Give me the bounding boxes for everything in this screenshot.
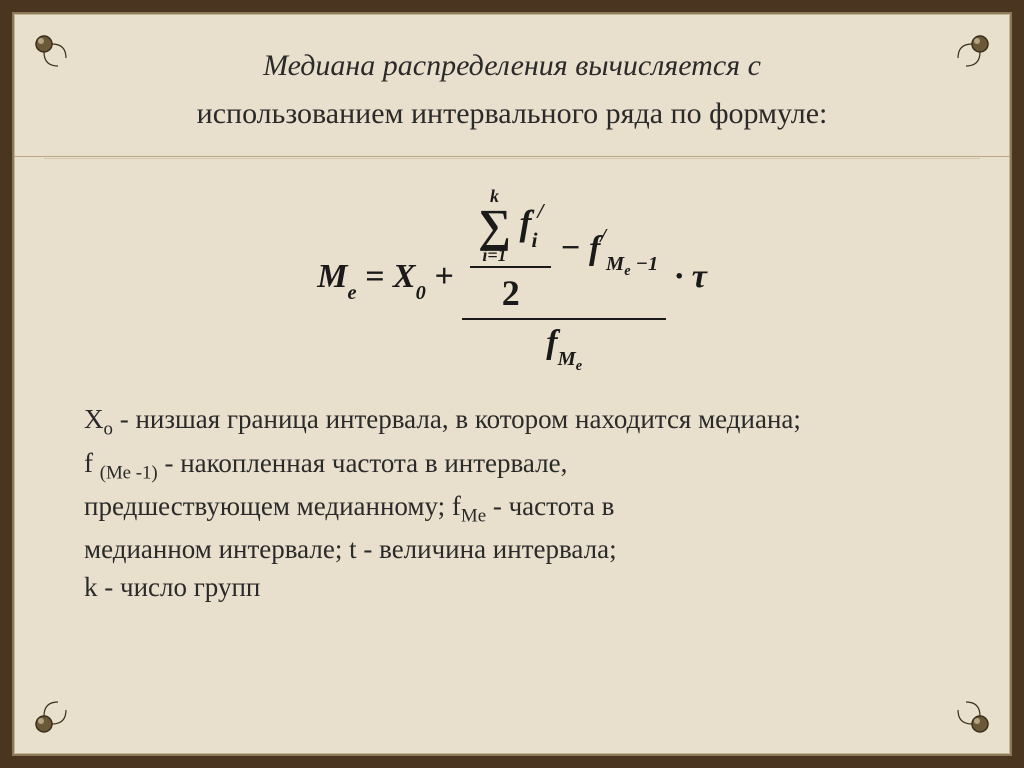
- def-f-prev-var: f: [84, 448, 100, 478]
- formula-inner-denominator: 2: [470, 268, 551, 314]
- def-x0-var: X: [84, 404, 104, 434]
- def-f-prev-sub: (Ме -1): [100, 463, 158, 484]
- formula-tau: · τ: [675, 258, 707, 295]
- sigma-block: k ∑ i=1: [478, 187, 511, 264]
- den-f: f: [546, 324, 557, 361]
- def-x0-text: - низшая граница интервала, в котором на…: [113, 404, 801, 434]
- def-f-prev-text: - накопленная частота в интервале,: [158, 448, 568, 478]
- formula-f-prev: f/Me −1: [589, 230, 658, 267]
- def-k: k - число групп: [84, 569, 940, 605]
- title-line-2: использованием интервального ряда по фор…: [104, 90, 920, 138]
- title-line-1: Медиана распределения вычисляется с: [104, 42, 920, 90]
- formula-outer-fraction: k ∑ i=1 fi/ 2 − f/Me −1: [462, 187, 666, 371]
- f2: f: [589, 230, 600, 267]
- slide: Медиана распределения вычисляется с испо…: [12, 12, 1012, 756]
- formula-X-sub: 0: [416, 282, 426, 304]
- slide-title: Медиана распределения вычисляется с испо…: [14, 14, 1010, 157]
- formula-outer-numerator: k ∑ i=1 fi/ 2 − f/Me −1: [462, 187, 666, 320]
- sigma-f: f: [519, 203, 531, 243]
- sigma-symbol: ∑: [478, 205, 511, 246]
- sigma-f-sup: /: [537, 199, 543, 223]
- title-emphasis: Медиана: [263, 49, 375, 82]
- median-formula: Me = X0 + k ∑ i=1 fi/: [317, 187, 707, 371]
- formula-plus: +: [434, 258, 462, 295]
- def-x0: Xо - низшая граница интервала, в котором…: [84, 401, 940, 442]
- def-fme: предшествующем медианному; fMe - частота…: [84, 488, 940, 529]
- def-t: медианном интервале; t - величина интерв…: [84, 531, 940, 567]
- sigma-lower: i=1: [478, 246, 511, 264]
- formula-equals: =: [365, 258, 393, 295]
- def-f-prev: f (Ме -1) - накопленная частота в интерв…: [84, 444, 940, 486]
- formula-inner-numerator: k ∑ i=1 fi/: [470, 187, 551, 268]
- corner-ornament-br: [954, 698, 1002, 746]
- definitions-block: Xо - низшая граница интервала, в котором…: [14, 391, 1010, 628]
- corner-ornament-bl: [22, 698, 70, 746]
- def-fme-text1: предшествующем медианному; f: [84, 491, 461, 521]
- def-x0-sub: о: [104, 419, 113, 440]
- den-f-sub: Me: [558, 348, 582, 370]
- sigma-term: fi/: [519, 203, 543, 243]
- title-rest: распределения вычисляется с: [375, 49, 761, 82]
- f2-sup: /: [600, 225, 606, 247]
- formula-M-sub: e: [347, 282, 356, 304]
- f2-sub: Me −1: [606, 253, 658, 275]
- sigma-f-sub: i: [531, 228, 537, 252]
- formula-X: X: [393, 258, 416, 295]
- formula-outer-denominator: fMe: [462, 320, 666, 371]
- formula-M: M: [317, 258, 347, 295]
- formula-minus: −: [560, 230, 589, 267]
- def-fme-text2: - частота в: [486, 491, 614, 521]
- formula-inner-fraction: k ∑ i=1 fi/ 2: [470, 187, 551, 314]
- formula-block: Me = X0 + k ∑ i=1 fi/: [14, 157, 1010, 391]
- def-fme-sub: Me: [461, 505, 486, 526]
